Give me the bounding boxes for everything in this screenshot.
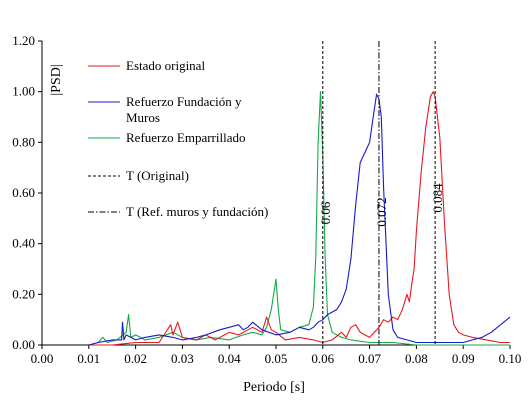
reference-label-0.072: 0.072 [374, 197, 389, 226]
legend: Estado original Refuerzo Fundación y Muros… [88, 58, 268, 219]
legend-label: T (Original) [126, 168, 189, 183]
y-tick-label: 0.00 [12, 337, 35, 352]
y-tick-label: 0.80 [12, 134, 35, 149]
series-line-3 [88, 91, 510, 346]
x-tick-label: 0.04 [218, 351, 241, 366]
x-tick-label: 0.08 [405, 351, 428, 366]
series-line-2 [88, 93, 511, 346]
reference-label-0.084: 0.084 [430, 183, 445, 213]
x-tick-label: 0.10 [499, 351, 522, 366]
y-tick-label: 1.00 [12, 84, 35, 99]
y-tick-label: 0.20 [12, 286, 35, 301]
y-tick-label: 0.60 [12, 185, 35, 200]
series-group [88, 91, 511, 346]
x-tick-label: 0.07 [358, 351, 381, 366]
reference-lines: 0.084 0.072 0.06 [318, 41, 445, 345]
x-tick-label: 0.02 [124, 351, 147, 366]
y-axis-title: |PSD| [49, 64, 64, 95]
x-tick-label: 0.01 [77, 351, 100, 366]
reference-label-0.06: 0.06 [318, 201, 333, 224]
legend-label: Refuerzo Emparrillado [126, 130, 245, 145]
x-tick-label: 0.09 [452, 351, 475, 366]
legend-label: Refuerzo Fundación y Muros [126, 94, 242, 125]
x-tick-label: 0.05 [265, 351, 288, 366]
y-tick-label: 0.40 [12, 236, 35, 251]
x-tick-label: 0.00 [31, 351, 54, 366]
x-tick-label: 0.06 [311, 351, 334, 366]
series-line-1 [88, 91, 510, 346]
x-axis-title: Periodo [s] [243, 380, 305, 395]
y-tick-label: 1.20 [12, 33, 35, 48]
x-tick-label: 0.03 [171, 351, 194, 366]
legend-label: T (Ref. muros y fundación) [126, 204, 268, 219]
legend-label: Estado original [126, 58, 205, 73]
axes: 0.00 0.20 0.40 0.60 0.80 1.00 1.20 0.00 0.01 0.02… [12, 33, 521, 366]
